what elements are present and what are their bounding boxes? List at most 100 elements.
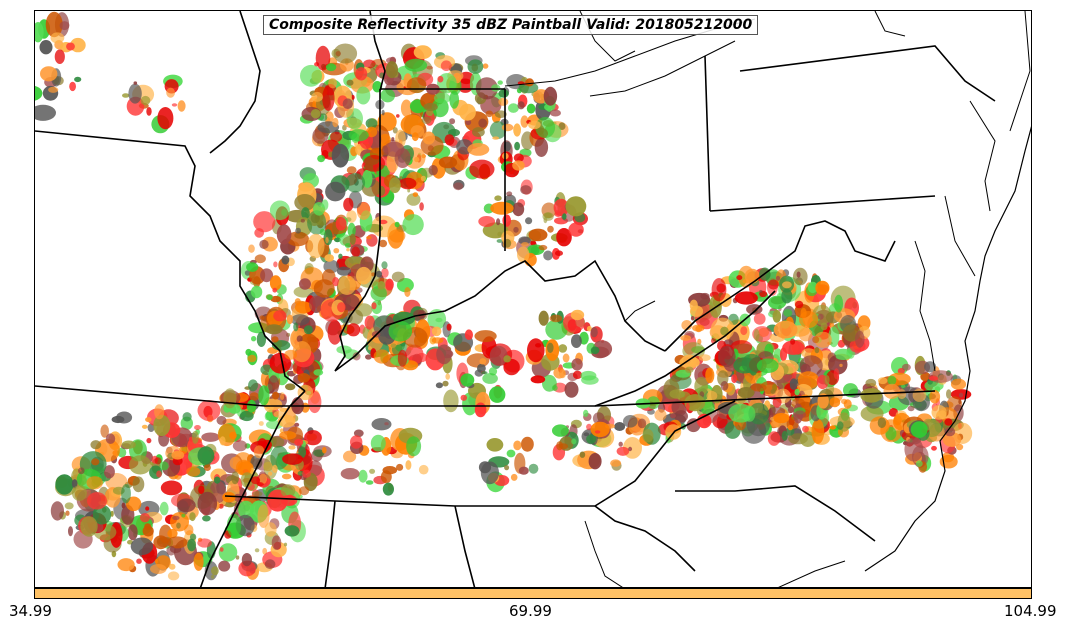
reflectivity-blob — [307, 336, 313, 342]
reflectivity-blob — [400, 99, 412, 117]
reflectivity-blob — [526, 103, 536, 114]
reflectivity-blob — [156, 470, 162, 478]
reflectivity-blob — [517, 246, 530, 263]
reflectivity-blob — [325, 181, 346, 202]
reflectivity-blob — [223, 388, 237, 409]
ky-tn-border — [35, 385, 936, 407]
reflectivity-blob — [756, 358, 779, 374]
reflectivity-blob — [469, 159, 495, 179]
reflectivity-blob — [153, 414, 171, 437]
reflectivity-blob — [860, 388, 883, 403]
reflectivity-blob — [246, 399, 257, 413]
reflectivity-blob — [377, 281, 386, 290]
reflectivity-blob — [313, 449, 325, 457]
reflectivity-blob — [202, 515, 211, 522]
reflectivity-blob — [340, 468, 360, 480]
reflectivity-blob — [489, 386, 506, 403]
reflectivity-blob — [506, 191, 513, 197]
reflectivity-blob — [413, 45, 432, 60]
reflectivity-blob — [269, 200, 290, 221]
reflectivity-blob — [346, 248, 350, 252]
reflectivity-blob — [356, 86, 371, 105]
reflectivity-blob — [586, 423, 592, 431]
reflectivity-blob — [259, 239, 269, 249]
reflectivity-blob — [558, 122, 566, 130]
reflectivity-blob — [767, 431, 781, 446]
reflectivity-blob — [389, 229, 406, 243]
reflectivity-blob — [479, 358, 487, 365]
reflectivity-blob — [901, 363, 911, 371]
reflectivity-blob — [773, 413, 790, 424]
reflectivity-blob — [244, 270, 251, 276]
reflectivity-blob — [685, 402, 690, 411]
reflectivity-blob — [689, 299, 698, 312]
reflectivity-blob — [240, 472, 254, 488]
reflectivity-blob — [269, 436, 285, 448]
reflectivity-blob — [614, 422, 626, 431]
reflectivity-blob — [153, 535, 169, 550]
reflectivity-blob — [198, 485, 205, 495]
reflectivity-blob — [181, 513, 186, 518]
reflectivity-blob — [910, 421, 928, 438]
reflectivity-blob — [478, 461, 492, 474]
reflectivity-blob — [264, 559, 276, 570]
reflectivity-blob — [474, 369, 484, 377]
reflectivity-blob — [150, 564, 167, 574]
reflectivity-blob — [836, 421, 844, 430]
reflectivity-blob — [74, 76, 82, 83]
reflectivity-blob — [127, 524, 138, 541]
reflectivity-blob — [307, 233, 325, 259]
nj-border — [969, 100, 996, 212]
sc-border — [594, 505, 696, 572]
reflectivity-blob — [564, 381, 579, 398]
reflectivity-blob — [390, 343, 397, 349]
reflectivity-blob — [366, 235, 372, 240]
reflectivity-blob — [485, 110, 494, 118]
reflectivity-blob — [950, 378, 967, 390]
reflectivity-blob — [303, 325, 313, 335]
reflectivity-blob — [159, 461, 169, 471]
reflectivity-blob — [512, 160, 525, 171]
reflectivity-blob — [555, 250, 563, 256]
reflectivity-blob — [434, 92, 451, 104]
reflectivity-blob — [87, 492, 107, 510]
reflectivity-blob — [670, 413, 676, 419]
reflectivity-blob — [268, 471, 273, 476]
illinois-border — [35, 130, 306, 392]
reflectivity-blob — [268, 375, 280, 395]
reflectivity-blob — [525, 78, 534, 87]
reflectivity-blob — [382, 482, 394, 496]
reflectivity-blob — [132, 476, 145, 493]
colorbar — [34, 588, 1032, 599]
reflectivity-blob — [827, 352, 837, 363]
reflectivity-blob — [562, 213, 567, 220]
reflectivity-blob — [380, 88, 396, 103]
reflectivity-blob — [547, 342, 554, 353]
reflectivity-blob — [348, 129, 369, 142]
reflectivity-blob — [694, 377, 708, 396]
reflectivity-blob — [241, 553, 252, 567]
reflectivity-blob — [513, 226, 519, 233]
reflectivity-blob — [440, 60, 452, 71]
reflectivity-blob — [920, 372, 931, 382]
reflectivity-blob — [772, 309, 782, 323]
reflectivity-blob — [472, 127, 485, 138]
reflectivity-blob — [528, 228, 548, 242]
reflectivity-blob — [912, 388, 927, 402]
reflectivity-blob — [586, 325, 592, 332]
reflectivity-blob — [136, 558, 142, 564]
reflectivity-blob — [478, 216, 496, 227]
reflectivity-blob — [498, 89, 509, 98]
reflectivity-blob — [201, 432, 220, 442]
reflectivity-blob — [322, 85, 335, 111]
reflectivity-blob — [857, 315, 871, 331]
reflectivity-blob — [571, 438, 577, 445]
reflectivity-blob — [64, 502, 74, 510]
reflectivity-blob — [265, 324, 283, 335]
reflectivity-blob — [528, 120, 541, 130]
reflectivity-blob — [140, 95, 151, 106]
reflectivity-blob — [333, 248, 340, 254]
reflectivity-blob — [931, 405, 947, 420]
reflectivity-blob — [130, 537, 154, 556]
ohio-pa-border — [704, 55, 711, 212]
